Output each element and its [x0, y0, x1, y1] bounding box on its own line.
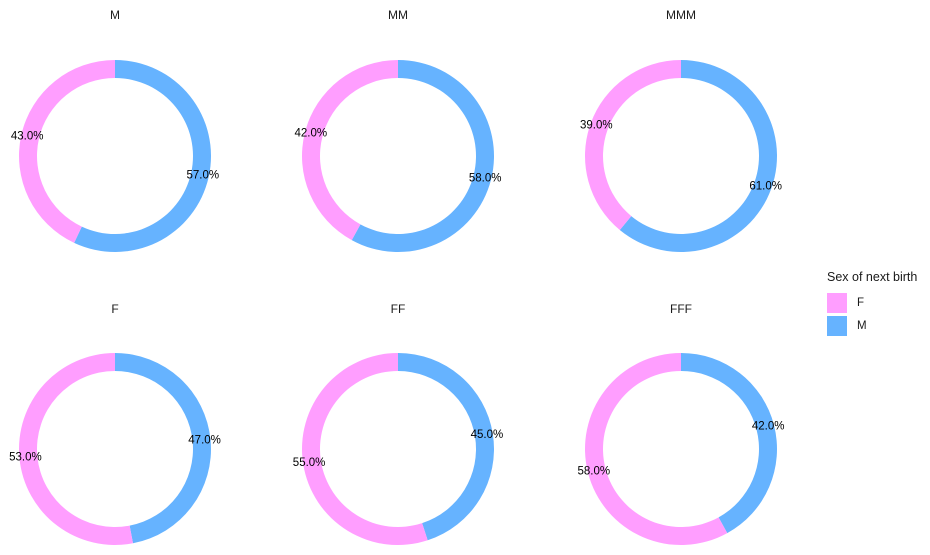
slice-label-ff-m: 45.0% [471, 429, 504, 441]
slice-mm-f [301, 60, 398, 241]
slice-f-f [18, 353, 133, 545]
slice-mm-m [351, 60, 494, 252]
slice-fff-f [585, 353, 728, 546]
panel-title-mm: MM [388, 8, 408, 22]
panel-title-f: F [111, 302, 118, 316]
panel-title-mmm: MMM [666, 8, 696, 22]
panel-title-fff: FFF [670, 302, 692, 316]
legend-label-m: M [857, 319, 867, 332]
slice-label-mmm-f: 39.0% [580, 120, 613, 132]
legend-swatch-f [827, 292, 847, 313]
slice-mmm-m [619, 60, 778, 252]
panel-f: F 47.0% 53.0% [9, 302, 221, 545]
slice-label-mm-f: 42.0% [295, 128, 328, 140]
legend-item-m: M [827, 314, 927, 337]
panel-mmm: MMM 61.0% 39.0% [580, 8, 782, 252]
slice-label-m-m: 57.0% [187, 170, 220, 182]
legend-swatch-m [827, 315, 847, 336]
slice-label-m-f: 43.0% [11, 130, 44, 142]
slice-ff-m [398, 353, 495, 541]
panel-fff: FFF 42.0% 58.0% [578, 302, 785, 546]
slice-label-f-f: 53.0% [9, 452, 42, 464]
slice-ff-f [302, 353, 428, 545]
panel-title-ff: FF [391, 302, 406, 316]
slice-label-f-m: 47.0% [188, 435, 221, 447]
slice-label-fff-f: 58.0% [578, 465, 611, 477]
panel-title-m: M [110, 8, 120, 22]
legend-title: Sex of next birth [827, 270, 918, 284]
panel-m: M 57.0% 43.0% [11, 8, 219, 252]
slice-label-mm-m: 58.0% [469, 172, 502, 184]
slice-fff-m [681, 353, 778, 534]
slice-m-f [19, 60, 116, 243]
legend: Sex of next birth F M [827, 270, 927, 337]
slice-mmm-f [585, 60, 681, 230]
slice-f-m [115, 353, 211, 544]
slice-label-fff-m: 42.0% [752, 421, 785, 433]
panel-mm: MM 58.0% 42.0% [295, 8, 502, 252]
panel-ff: FF 45.0% 55.0% [293, 302, 503, 545]
slice-label-ff-f: 55.0% [293, 457, 326, 469]
legend-label-f: F [857, 296, 865, 309]
legend-item-f: F [827, 291, 927, 314]
slice-label-mmm-m: 61.0% [749, 181, 782, 193]
slice-m-m [74, 60, 212, 252]
